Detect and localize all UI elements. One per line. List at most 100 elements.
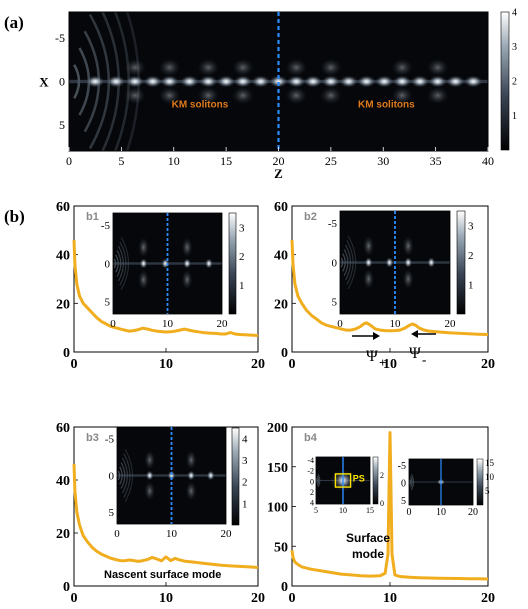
colorbar-tick-label: 3 (239, 222, 245, 234)
inset-x-tick-label: 20 (217, 318, 229, 330)
subplot-label: b3 (86, 432, 99, 444)
y-tick-label: 60 (56, 200, 70, 215)
y-tick-label: 20 (56, 297, 70, 312)
soliton-spot (167, 470, 176, 481)
x-tick-label: 10 (159, 591, 173, 606)
soliton-spot (404, 257, 413, 268)
x-tick-label: 20 (481, 357, 495, 372)
soliton-spot (183, 258, 191, 269)
inset-y-tick-label: 4 (310, 499, 314, 508)
colorbar (228, 212, 237, 315)
x-tick-label: 35 (430, 154, 442, 168)
soliton-spot (304, 75, 323, 88)
radiation-lobe (319, 86, 342, 105)
soliton-spot (206, 470, 215, 481)
soliton-spot (199, 75, 218, 88)
colorbar (500, 11, 510, 151)
x-tick-label: 0 (71, 357, 78, 372)
soliton-spot (233, 75, 252, 88)
x-tick-label: 10 (159, 357, 173, 372)
radiation-lobe (181, 237, 193, 258)
subplot-b1: 0 10 20 20 40 60 0 b1 0 10 20 -5 0 5 1 2 3 (56, 200, 265, 372)
colorbar-tick-label: 4 (242, 434, 248, 446)
colorbar (231, 427, 240, 526)
subplot-label: b2 (304, 211, 317, 223)
inset-x-tick-label: 5 (314, 506, 318, 515)
soliton-spot (125, 75, 144, 88)
soliton-spot (86, 75, 105, 88)
soliton-spot (205, 258, 213, 269)
radiation-lobe (138, 269, 149, 290)
y-tick-label: 60 (56, 421, 70, 436)
colorbar (372, 456, 379, 505)
x-tick-label: 10 (168, 154, 180, 168)
inset-x-tick-label: 10 (162, 318, 174, 330)
soliton-spot (428, 75, 447, 88)
y-tick-label: 150 (267, 461, 288, 476)
colorbar (456, 210, 466, 315)
radiation-lobe (319, 58, 342, 77)
x-tick-label: 5 (118, 154, 124, 168)
colorbar-tick-label: 2 (468, 250, 474, 262)
soliton-spot (180, 75, 199, 88)
x-tick-label: 20 (481, 591, 495, 606)
inset-x-tick-label: 10 (436, 507, 446, 518)
x-tick-label: 20 (251, 591, 265, 606)
radiation-lobe (123, 58, 146, 77)
radiation-lobe (138, 237, 149, 258)
y-tick-label: 20 (56, 527, 70, 542)
radiation-lobe (144, 481, 156, 501)
caption-surface-1: Surface (346, 531, 390, 545)
x-tick-label: 0 (66, 154, 72, 168)
ps-box (334, 473, 352, 488)
y-tick-label: 40 (56, 249, 70, 264)
inset-x-tick-label: 10 (166, 528, 178, 540)
colorbar-tick-label: 0 (380, 499, 384, 508)
y-tick-label: 0 (63, 346, 70, 361)
x-tick-label: 15 (220, 154, 232, 168)
x-tick-label: 0 (289, 357, 296, 372)
heatmap-field (117, 449, 226, 502)
soliton-spot (321, 75, 340, 88)
inset-y-tick-label: 0 (332, 257, 338, 269)
inset-y-tick-label: 5 (105, 297, 111, 309)
annotation-km-solitons-2: KM solitons (358, 100, 415, 111)
soliton-spot (269, 75, 288, 88)
soliton-spot (393, 75, 412, 88)
y-tick-label: 200 (267, 421, 288, 436)
inset-x-tick-label: 20 (468, 507, 478, 518)
inset-y-tick-label: 0 (401, 478, 406, 489)
panel-label-a: (a) (4, 13, 24, 32)
radiation-lobe (231, 86, 254, 105)
inset-y-tick-label: -5 (328, 218, 338, 230)
psi-minus-label: Ψ (409, 345, 421, 362)
y-tick-label: 100 (267, 501, 288, 516)
radiation-lobe (185, 450, 197, 470)
radiation-lobe (144, 450, 156, 470)
subplot-label: b1 (86, 211, 99, 223)
heatmap-field (69, 12, 488, 151)
radiation-lobe (363, 235, 375, 257)
colorbar-tick-label: 1 (468, 279, 474, 291)
radiation-lobe (391, 58, 414, 77)
soliton-spot (143, 75, 162, 88)
radiation-lobe (231, 58, 254, 77)
inset-y-tick-label: -5 (398, 461, 406, 472)
subplot-b3: 0 10 20 20 40 60 0 b3 0 10 20 -5 0 5 1 2 3 4 Nascent surfa… (56, 421, 265, 606)
colorbar-tick-label: 2 (380, 471, 384, 480)
inset-x-tick-label: 0 (114, 528, 120, 540)
x-tick-label: 10 (383, 591, 397, 606)
colorbar-tick-label: 3 (512, 42, 517, 53)
colorbar-tick-label: 1 (239, 280, 245, 292)
soliton-spot (427, 257, 436, 268)
radiation-lobe (426, 58, 449, 77)
colorbar-tick-label: 4 (512, 8, 517, 19)
colorbar (476, 458, 484, 506)
x-tick-label: 25 (325, 154, 337, 168)
radiation-lobe (158, 58, 181, 77)
soliton-spot (107, 75, 126, 88)
colorbar-tick-label: 3 (468, 221, 474, 233)
